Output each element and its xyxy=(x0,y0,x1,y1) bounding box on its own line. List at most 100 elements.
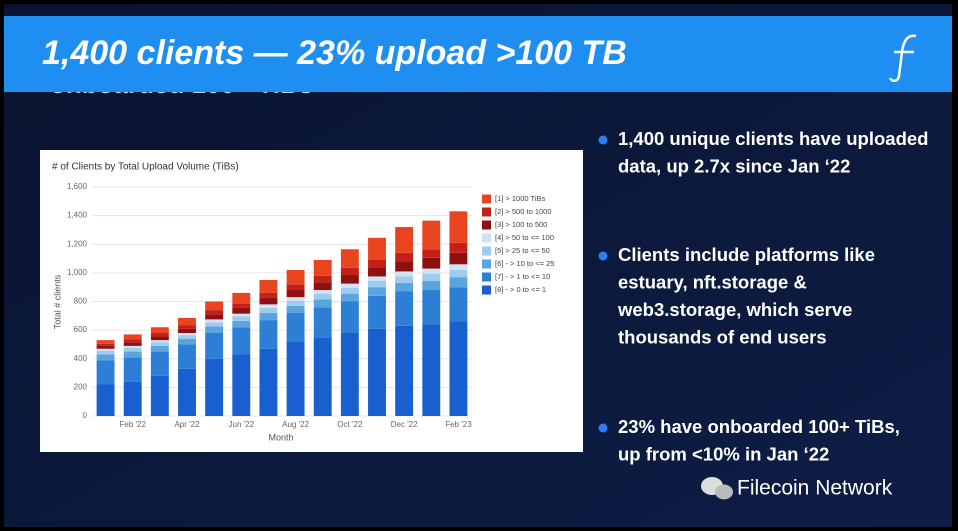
bar-segment xyxy=(449,242,468,253)
bar-segment xyxy=(340,301,359,333)
watermark-text: Filecoin Network xyxy=(737,477,893,500)
bar-segment xyxy=(422,273,441,281)
bar-segment xyxy=(96,345,115,349)
legend-label: [3] > 100 to 500 xyxy=(495,220,547,229)
bar-segment xyxy=(449,211,468,243)
x-tick-label: Jun '22 xyxy=(229,420,255,429)
y-tick-label: 600 xyxy=(74,325,88,334)
bar-segment xyxy=(313,275,332,283)
bar-segment xyxy=(150,336,169,341)
bar-segment xyxy=(395,282,414,292)
bar-segment xyxy=(368,280,386,288)
bullet-text: thousands of end users xyxy=(618,326,827,347)
bar-segment xyxy=(123,351,142,358)
bar-segment xyxy=(368,328,386,416)
legend-swatch xyxy=(482,207,491,217)
bar-segment xyxy=(232,313,251,317)
legend-swatch xyxy=(482,220,491,230)
bullet-text: Clients include platforms like xyxy=(618,244,875,265)
y-tick-label: 1,000 xyxy=(67,268,88,277)
bar-segment xyxy=(340,293,359,302)
bar-segment xyxy=(123,357,142,382)
bar-segment xyxy=(313,307,332,338)
bar-segment xyxy=(449,321,468,416)
bar-segment xyxy=(259,320,278,349)
legend-label: [8] - > 0 to <= 1 xyxy=(495,285,546,294)
bar-segment xyxy=(313,337,332,416)
bar-segment xyxy=(395,291,414,326)
bar-segment xyxy=(178,338,196,345)
bar-segment xyxy=(313,290,332,294)
bullet-text: 23% have onboarded 100+ TiBs, xyxy=(618,416,900,437)
bar-segment xyxy=(449,252,468,265)
bar-segment xyxy=(205,322,224,327)
bar-segment xyxy=(96,348,115,351)
bar-segment xyxy=(178,328,196,333)
bar-segment xyxy=(150,332,169,337)
bar-segment xyxy=(313,282,332,291)
bar-segment xyxy=(368,287,386,296)
bar-segment xyxy=(150,340,169,343)
bar-segment xyxy=(313,299,332,308)
y-tick-label: 0 xyxy=(83,411,88,420)
bar-segment xyxy=(259,280,278,293)
legend-label: [4] > 50 to <= 100 xyxy=(495,233,554,242)
bar-segment xyxy=(313,259,332,276)
y-tick-label: 400 xyxy=(74,354,88,363)
bar-segment xyxy=(123,348,142,352)
x-tick-label: Dec '22 xyxy=(391,420,418,429)
bar-segment xyxy=(96,340,115,344)
bar-segment xyxy=(422,220,441,250)
bar-segment xyxy=(150,375,169,416)
bar-segment xyxy=(178,317,196,326)
bullet-text: estuary, nft.storage & xyxy=(618,271,807,292)
bar-segment xyxy=(123,342,142,346)
bullet-text: up from <10% in Jan ‘22 xyxy=(618,443,829,464)
bar-segment xyxy=(96,360,115,385)
x-tick-label: Aug '22 xyxy=(282,420,309,429)
bar-segment xyxy=(178,325,196,329)
bar-segment xyxy=(368,295,386,329)
bar-segment xyxy=(96,343,115,346)
bar-segment xyxy=(150,351,169,376)
y-tick-label: 200 xyxy=(74,382,88,391)
bar-segment xyxy=(340,275,359,284)
bar-segment xyxy=(422,290,441,325)
legend-label: [6] - > 10 to <= 25 xyxy=(495,259,554,268)
bar-segment xyxy=(449,277,468,288)
legend-swatch xyxy=(482,272,491,282)
y-tick-label: 1,200 xyxy=(67,239,88,248)
bar-segment xyxy=(449,264,468,271)
x-axis-label: Month xyxy=(268,432,293,442)
bullet-dot xyxy=(598,135,608,145)
x-tick-label: Oct '22 xyxy=(337,420,363,429)
bar-segment xyxy=(368,276,386,281)
bar-segment xyxy=(150,345,169,352)
bar-segment xyxy=(286,270,305,285)
bar-segment xyxy=(368,259,386,268)
bar-segment xyxy=(232,320,251,328)
bar-segment xyxy=(449,287,468,322)
bar-segment xyxy=(259,348,278,416)
y-tick-label: 1,600 xyxy=(67,182,88,191)
bar-segment xyxy=(150,327,169,333)
bar-segment xyxy=(96,384,115,416)
bar-segment xyxy=(340,249,359,268)
bar-segment xyxy=(395,261,414,272)
bar-segment xyxy=(286,290,305,298)
bar-segment xyxy=(96,350,115,355)
bar-segment xyxy=(368,237,386,260)
bar-segment xyxy=(178,368,196,416)
bar-segment xyxy=(286,284,305,291)
bar-segment xyxy=(286,305,305,313)
x-tick-label: Apr '22 xyxy=(174,420,200,429)
bar-segment xyxy=(340,332,359,416)
legend-label: [1] > 1000 TiBs xyxy=(495,194,545,203)
bar-segment xyxy=(259,307,278,313)
x-tick-label: Feb '23 xyxy=(445,420,472,429)
bar-segment xyxy=(340,283,359,288)
bullet-text: data, up 2.7x since Jan ‘22 xyxy=(618,155,850,176)
bar-segment xyxy=(205,314,224,320)
bullet-text: web3.storage, which serve xyxy=(617,299,852,320)
